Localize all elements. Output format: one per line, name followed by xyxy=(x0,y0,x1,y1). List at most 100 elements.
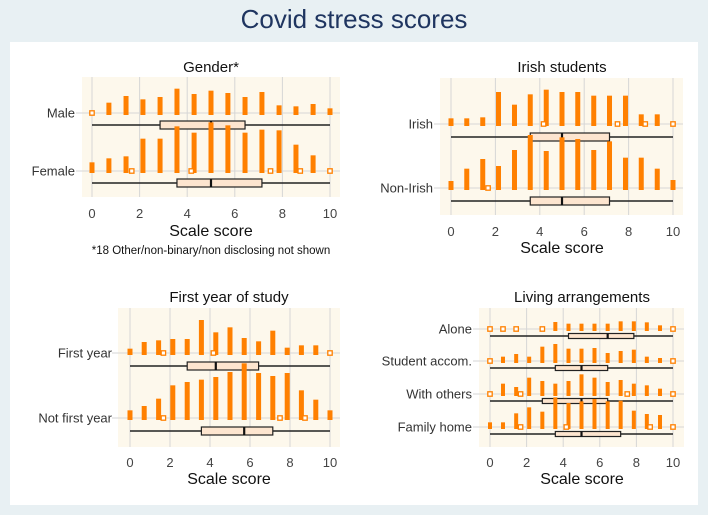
histogram-bar xyxy=(242,97,248,115)
box xyxy=(529,132,611,142)
histogram-bar xyxy=(540,381,545,396)
histogram-bar xyxy=(514,354,519,363)
x-tick-label: 6 xyxy=(581,224,588,239)
histogram-bar xyxy=(514,387,519,396)
category-label: Male xyxy=(47,106,75,121)
histogram-bar xyxy=(579,348,584,363)
histogram-bar xyxy=(658,358,663,363)
histogram-bar xyxy=(156,340,162,355)
x-tick-label: 6 xyxy=(231,206,238,221)
histogram-bar xyxy=(654,114,660,126)
x-tick-label: 2 xyxy=(523,455,530,470)
sparse-marker xyxy=(670,391,676,397)
box xyxy=(554,430,622,438)
histogram-bar xyxy=(191,132,197,173)
histogram-bar xyxy=(256,341,262,355)
histogram-bar xyxy=(575,139,581,190)
histogram-bar xyxy=(540,346,545,363)
sparse-marker xyxy=(540,121,547,127)
sparse-marker xyxy=(160,350,167,356)
category-label: Family home xyxy=(398,420,472,435)
histogram-bar xyxy=(170,385,176,420)
histogram-bar xyxy=(618,400,623,429)
histogram-bar xyxy=(527,135,533,190)
histogram-bar xyxy=(157,97,163,115)
x-tick-label: 0 xyxy=(447,224,454,239)
histogram-bar xyxy=(213,332,219,355)
panel-title: Irish students xyxy=(517,59,606,76)
histogram-bar xyxy=(208,90,214,115)
histogram-bar xyxy=(553,322,558,331)
histogram-bar xyxy=(605,353,610,363)
histogram-bar xyxy=(198,320,204,355)
histogram-bar xyxy=(227,372,233,420)
x-tick-label: 0 xyxy=(486,455,493,470)
histogram-bar xyxy=(310,104,316,115)
histogram-bar xyxy=(127,410,133,420)
sparse-marker xyxy=(302,415,308,421)
histogram-bar xyxy=(605,382,610,396)
x-tick-label: 10 xyxy=(323,206,337,221)
histogram-bar xyxy=(527,356,532,363)
sparse-marker xyxy=(670,121,676,127)
x-tick-label: 8 xyxy=(633,455,640,470)
x-tick-label: 2 xyxy=(492,224,499,239)
histogram-bar xyxy=(259,129,265,173)
histogram-bar xyxy=(579,374,584,396)
sparse-marker xyxy=(487,326,493,332)
sparse-marker xyxy=(670,358,676,364)
histogram-bar xyxy=(566,403,571,429)
histogram-bar xyxy=(293,106,299,115)
sparse-marker xyxy=(487,358,493,364)
histogram-bar xyxy=(89,162,95,173)
histogram-bar xyxy=(157,138,163,173)
sparse-marker xyxy=(647,424,653,430)
histogram-bar xyxy=(527,377,532,396)
histogram-bar xyxy=(310,155,316,173)
box xyxy=(200,426,274,436)
sparse-marker xyxy=(188,168,195,174)
category-label: Female xyxy=(32,164,75,179)
histogram-bar xyxy=(141,342,147,355)
histogram-bar xyxy=(464,118,470,126)
panel-title: Gender* xyxy=(183,59,239,76)
histogram-bar xyxy=(191,94,197,115)
histogram-bar xyxy=(225,93,231,115)
histogram-bar xyxy=(559,137,565,190)
histogram-bar xyxy=(327,410,333,420)
histogram-bar xyxy=(543,89,549,126)
histogram-bar xyxy=(298,345,304,355)
histogram-bar xyxy=(496,166,502,190)
histogram-bar xyxy=(644,322,649,331)
sparse-marker xyxy=(670,424,676,430)
histogram-bar xyxy=(511,150,517,190)
sparse-marker xyxy=(487,391,493,397)
histogram-bar xyxy=(618,321,623,331)
histogram-bar xyxy=(213,377,219,420)
sparse-marker xyxy=(539,326,546,332)
histogram-bar xyxy=(658,325,663,331)
box xyxy=(176,178,263,188)
histogram-bar xyxy=(566,381,571,396)
histogram-bar xyxy=(605,401,610,429)
sparse-marker xyxy=(327,168,333,174)
histogram-bar xyxy=(527,94,533,126)
histogram-bar xyxy=(284,373,290,420)
histogram-bar xyxy=(256,373,262,420)
histogram-bar xyxy=(225,125,231,173)
sparse-marker xyxy=(297,168,304,174)
histogram-bar xyxy=(658,415,663,429)
histogram-bar xyxy=(644,385,649,396)
category-label: Not first year xyxy=(38,411,112,426)
histogram-bar xyxy=(106,158,112,173)
box xyxy=(529,196,611,206)
histogram-bar xyxy=(448,181,454,190)
histogram-bar xyxy=(227,327,233,355)
histogram-bar xyxy=(500,383,505,396)
histogram-bar xyxy=(208,122,214,173)
histogram-bar xyxy=(579,401,584,429)
category-label: Student accom. xyxy=(382,354,472,369)
x-tick-label: 0 xyxy=(88,206,95,221)
histogram-bar xyxy=(631,383,636,396)
category-label: With others xyxy=(406,387,472,402)
